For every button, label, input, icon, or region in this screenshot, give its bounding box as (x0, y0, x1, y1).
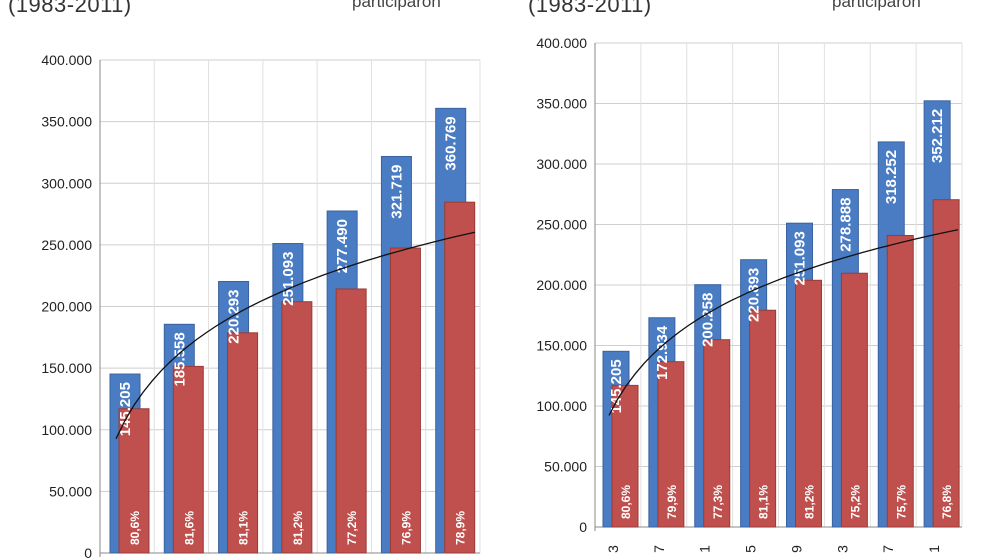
bar-value-label: 145.205 (608, 359, 625, 413)
y-tick-label: 50.000 (544, 459, 587, 475)
bar-value-label: 360.769 (443, 116, 460, 170)
bar-participated (281, 301, 313, 554)
y-tick-label: 300.000 (41, 175, 92, 191)
bar-participated (335, 288, 367, 554)
bar-participated (118, 408, 150, 554)
chart-panel-left: (1983-2011) participaron 0 50.000 100.000 1… (8, 0, 481, 560)
percent-label: 75,7% (894, 485, 908, 519)
y-tick-label: 100.000 (41, 422, 92, 438)
x-tick-label: 9 (788, 545, 804, 553)
y-tick-label: 250.000 (536, 217, 587, 233)
bar-value-label: 251.093 (792, 231, 809, 285)
x-tick-label: 7 (651, 545, 667, 553)
y-tick-label: 200.000 (536, 277, 587, 293)
bar-value-label: 200.258 (700, 293, 717, 347)
bar-value-label: 220.293 (226, 289, 243, 343)
y-tick-label: 350.000 (536, 96, 587, 112)
bar-participated (795, 279, 822, 528)
y-tick-label: 0 (84, 545, 92, 560)
percent-label: 81,1% (237, 511, 251, 545)
trend-line (608, 229, 959, 416)
bar-value-label: 321.719 (388, 164, 405, 218)
bar-participated (657, 361, 685, 528)
percent-label: 81,6% (182, 511, 196, 545)
percent-label: 78,9% (454, 511, 468, 545)
bar-participated (227, 332, 259, 554)
bar-value-label: 251.093 (280, 252, 297, 306)
y-tick-label: 250.000 (41, 237, 92, 253)
bar-value-label: 277.490 (334, 219, 351, 273)
legend-fragment: participaron (832, 0, 921, 11)
bar-participated (172, 365, 204, 554)
percent-label: 77,2% (345, 511, 359, 545)
y-tick-label: 400.000 (41, 52, 92, 68)
x-tick-label: 3 (834, 545, 850, 553)
x-tick-label: 3 (605, 545, 621, 553)
y-tick-label: 100.000 (536, 398, 587, 414)
x-tick-label: 5 (743, 545, 759, 553)
bar-value-label: 185.558 (171, 332, 188, 386)
bar-participated (611, 384, 639, 528)
x-tick-label: 1 (926, 545, 942, 553)
x-tick-label: 7 (880, 545, 896, 553)
legend-fragment: participaron (352, 0, 441, 11)
bar-value-label: 172.934 (654, 325, 671, 380)
percent-label: 79,9% (665, 485, 679, 519)
bar-participated (389, 247, 421, 554)
y-tick-label: 150.000 (536, 338, 587, 354)
bar-participated (840, 272, 868, 528)
bar-participated (444, 201, 476, 554)
bar-value-label: 278.888 (837, 198, 854, 252)
bar-value-label: 220.893 (746, 268, 763, 322)
bar-participated (932, 199, 960, 528)
chart-title: (1983-2011) (528, 0, 652, 17)
y-tick-label: 150.000 (41, 360, 92, 376)
bar-participated (886, 234, 914, 528)
percent-label: 76,9% (399, 511, 413, 545)
bar-participated (703, 339, 731, 528)
y-tick-label: 50.000 (49, 483, 92, 499)
trend-line (115, 231, 476, 440)
percent-label: 81,1% (757, 485, 771, 519)
y-tick-label: 300.000 (536, 156, 587, 172)
percent-label: 75,2% (848, 485, 862, 519)
bar-value-label: 145.205 (117, 382, 134, 436)
bar-chart-left: 0 50.000 100.000 150.000 200.000 250.000 300.0… (41, 52, 481, 560)
y-tick-label: 400.000 (536, 35, 587, 51)
percent-label: 80,6% (128, 511, 142, 545)
bar-chart-right: 0 50.000 100.000 150.000 200.000 250.000 300.0… (536, 35, 963, 553)
y-tick-label: 350.000 (41, 114, 92, 130)
percent-label: 81,2% (291, 511, 305, 545)
bar-value-label: 352.212 (929, 109, 946, 163)
percent-label: 76,8% (940, 485, 954, 519)
y-tick-label: 200.000 (41, 299, 92, 315)
bar-value-label: 318.252 (883, 150, 900, 204)
percent-label: 80,6% (619, 485, 633, 519)
percent-label: 81,2% (803, 485, 817, 519)
y-tick-label: 0 (579, 519, 587, 535)
chart-panel-right: (1983-2011) participaron 0 50.000 100.000 1… (500, 0, 1000, 560)
bar-participated (749, 309, 777, 528)
percent-label: 77,3% (711, 485, 725, 519)
x-tick-label: 1 (697, 545, 713, 553)
chart-title: (1983-2011) (8, 0, 132, 17)
